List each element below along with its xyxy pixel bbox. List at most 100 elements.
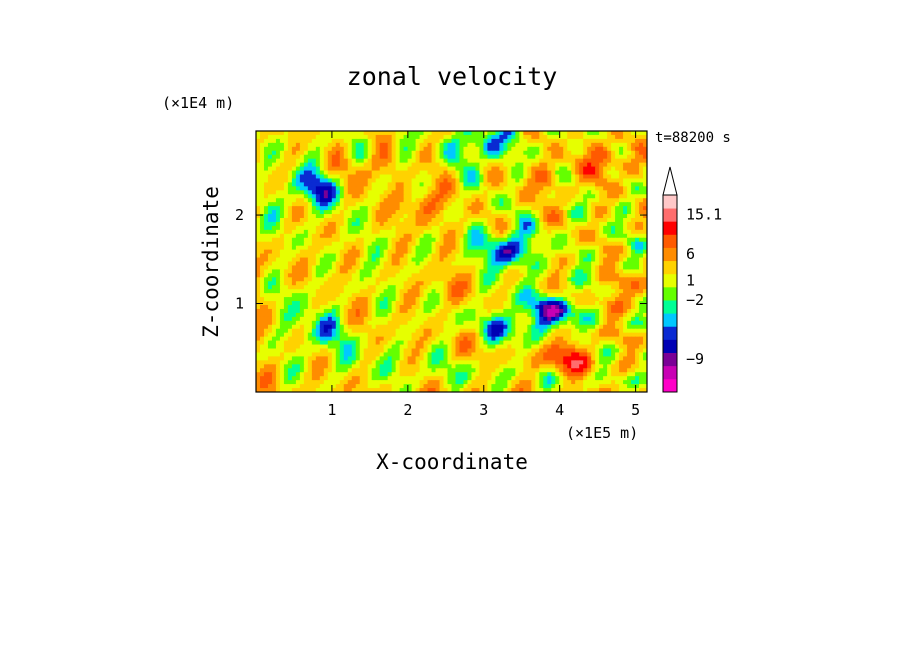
- field-cell: [527, 281, 532, 286]
- field-cell: [603, 261, 608, 267]
- field-cell: [391, 218, 397, 223]
- field-cell: [343, 221, 349, 227]
- field-cell: [307, 142, 313, 148]
- field-cell: [279, 289, 285, 294]
- field-cell: [379, 229, 385, 235]
- field-cell: [627, 210, 632, 215]
- field-cell: [355, 229, 361, 235]
- field-cell: [451, 285, 457, 290]
- field-cell: [447, 134, 453, 140]
- field-cell: [535, 289, 540, 294]
- field-cell: [307, 210, 313, 215]
- field-cell: [547, 316, 552, 322]
- field-cell: [475, 277, 481, 282]
- field-cell: [443, 241, 449, 247]
- field-cell: [519, 178, 524, 183]
- field-cell: [391, 265, 397, 270]
- field-cell: [563, 229, 568, 235]
- field-cell: [495, 297, 500, 302]
- field-cell: [275, 138, 281, 144]
- field-cell: [355, 146, 361, 152]
- field-cell: [335, 190, 341, 195]
- field-cell: [275, 142, 281, 148]
- field-cell: [319, 257, 325, 263]
- field-cell: [511, 249, 516, 255]
- field-cell: [611, 245, 616, 251]
- field-cell: [347, 221, 353, 227]
- field-cell: [459, 178, 465, 183]
- field-cell: [403, 249, 409, 255]
- field-cell: [359, 305, 365, 310]
- field-cell: [563, 269, 568, 274]
- field-cell: [335, 218, 341, 223]
- field-cell: [579, 198, 584, 203]
- field-cell: [387, 158, 393, 164]
- field-cell: [607, 162, 612, 168]
- field-cell: [479, 210, 485, 215]
- field-cell: [339, 202, 345, 207]
- field-cell: [367, 257, 373, 263]
- field-cell: [571, 142, 576, 148]
- field-cell: [271, 174, 277, 180]
- field-cell: [367, 146, 373, 152]
- field-cell: [335, 328, 341, 334]
- field-cell: [419, 166, 425, 172]
- field-cell: [507, 265, 512, 270]
- field-cell: [551, 305, 556, 310]
- field-cell: [543, 277, 548, 282]
- field-cell: [495, 158, 500, 164]
- field-cell: [643, 190, 647, 195]
- field-cell: [535, 324, 540, 330]
- field-cell: [343, 214, 349, 219]
- field-cell: [507, 225, 512, 231]
- field-cell: [275, 210, 281, 215]
- field-cell: [479, 289, 485, 294]
- field-cell: [531, 265, 536, 270]
- field-cell: [263, 202, 269, 207]
- field-cell: [327, 214, 333, 219]
- field-cell: [471, 166, 477, 172]
- field-cell: [375, 324, 381, 330]
- field-cell: [515, 265, 520, 270]
- field-cell: [447, 225, 453, 231]
- field-cell: [307, 308, 313, 314]
- field-cell: [491, 229, 496, 235]
- field-cell: [256, 261, 261, 267]
- field-cell: [327, 190, 333, 195]
- field-cell: [431, 320, 437, 326]
- field-cell: [295, 233, 301, 239]
- field-cell: [339, 162, 345, 168]
- field-cell: [403, 221, 409, 227]
- field-cell: [427, 301, 433, 306]
- field-cell: [547, 293, 552, 298]
- field-cell: [515, 281, 520, 286]
- field-cell: [423, 202, 429, 207]
- field-cell: [499, 245, 504, 251]
- field-cell: [471, 261, 477, 267]
- field-cell: [531, 308, 536, 314]
- field-cell: [307, 241, 313, 247]
- field-cell: [291, 273, 297, 278]
- field-cell: [531, 229, 536, 235]
- field-cell: [367, 182, 373, 187]
- field-cell: [415, 210, 421, 215]
- field-cell: [499, 146, 504, 152]
- field-cell: [291, 221, 297, 227]
- field-cell: [347, 150, 353, 156]
- field-cell: [407, 206, 413, 211]
- field-cell: [355, 198, 361, 203]
- field-cell: [411, 154, 417, 160]
- field-cell: [415, 257, 421, 263]
- field-cell: [399, 170, 405, 176]
- field-cell: [383, 293, 389, 298]
- field-cell: [395, 198, 401, 203]
- field-cell: [275, 297, 281, 302]
- field-cell: [559, 131, 564, 136]
- field-cell: [463, 210, 469, 215]
- field-cell: [395, 158, 401, 164]
- field-cell: [275, 249, 281, 255]
- field-cell: [327, 249, 333, 255]
- field-cell: [535, 158, 540, 164]
- field-cell: [443, 308, 449, 314]
- field-cell: [291, 225, 297, 231]
